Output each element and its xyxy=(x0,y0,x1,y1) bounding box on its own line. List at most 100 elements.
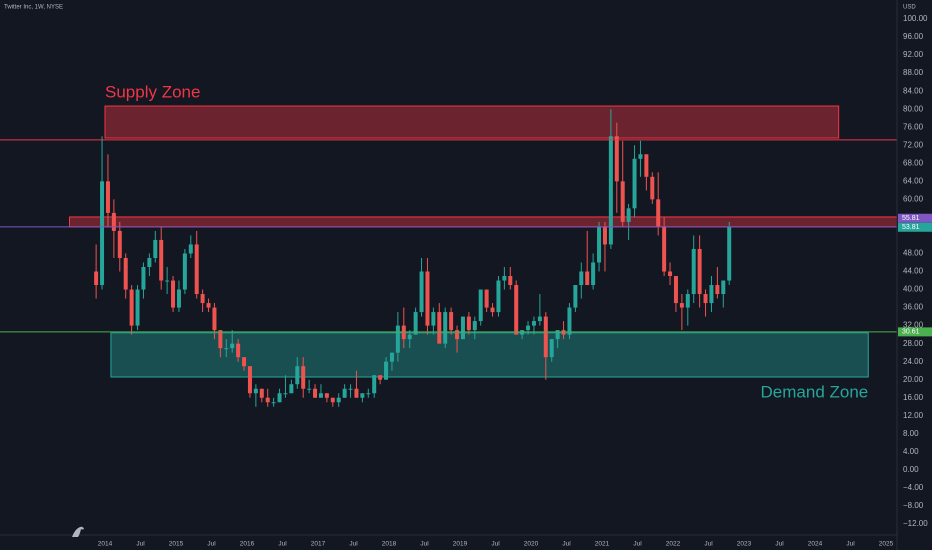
candle-body xyxy=(526,325,531,331)
y-tick-label: 88.00 xyxy=(903,68,924,77)
y-tick-label: 0.00 xyxy=(903,465,919,474)
y-tick-label: 48.00 xyxy=(903,249,924,258)
x-tick-label: Jul xyxy=(420,541,429,548)
y-tick-label: 24.00 xyxy=(903,357,924,366)
candle-body xyxy=(691,248,696,295)
candle-body xyxy=(721,280,726,295)
candle-body xyxy=(295,366,300,385)
x-tick-label: 2021 xyxy=(595,541,610,548)
y-tick-label: −12.00 xyxy=(903,519,928,528)
candle-body xyxy=(644,154,649,177)
candle-body xyxy=(342,388,347,398)
candle-body xyxy=(384,361,389,380)
y-tick-label: 36.00 xyxy=(903,303,924,312)
y-tick-label: 80.00 xyxy=(903,104,924,113)
y-tick-label: 44.00 xyxy=(903,267,924,276)
candle-body xyxy=(650,176,655,200)
candle-body xyxy=(597,226,602,263)
candle-body xyxy=(656,199,661,227)
candle-body xyxy=(301,366,306,389)
candle-body xyxy=(455,330,460,340)
x-tick-label: Jul xyxy=(846,541,855,548)
candle-body xyxy=(230,343,235,349)
zones: Supply Zone Demand Zone xyxy=(69,83,898,401)
x-tick-label: Jul xyxy=(278,541,287,548)
candle-body xyxy=(514,285,519,335)
candle-body xyxy=(236,343,241,358)
candle-body xyxy=(567,307,572,335)
candle-body xyxy=(472,321,477,331)
x-tick-label: 2025 xyxy=(879,541,894,548)
candle-body xyxy=(449,312,454,331)
candle-body xyxy=(425,271,430,326)
candle-body xyxy=(727,226,732,281)
candle-body xyxy=(443,312,448,344)
candle-body xyxy=(715,285,720,295)
candle-body xyxy=(330,397,335,403)
axes: −12.00 −8.00 −4.00 0.00 4.00 8.00 12.00 16.00 20… xyxy=(98,14,932,548)
candle-body xyxy=(188,244,193,254)
candle-body xyxy=(224,348,229,350)
candle-body xyxy=(94,271,99,286)
x-tick-label: 2024 xyxy=(808,541,823,548)
candle-body xyxy=(496,280,501,313)
price-badge xyxy=(898,222,932,232)
candle-body xyxy=(703,294,708,304)
candle-body xyxy=(407,334,412,340)
y-tick-label: 4.00 xyxy=(903,447,919,456)
candle-body xyxy=(585,271,590,286)
symbol-title: Twitter Inc, 1W, NYSE xyxy=(4,5,63,11)
y-tick-label: 68.00 xyxy=(903,158,924,167)
candle-body xyxy=(171,280,176,308)
candle-body xyxy=(348,388,353,390)
y-tick-label: 40.00 xyxy=(903,285,924,294)
candle-body xyxy=(242,357,247,367)
candle-body xyxy=(419,271,424,313)
candle-body xyxy=(626,208,631,222)
candle-body xyxy=(591,262,596,286)
candle-body xyxy=(602,226,607,245)
candle-body xyxy=(253,388,258,394)
candle-body xyxy=(502,276,507,281)
candle-body xyxy=(395,325,400,353)
zone xyxy=(110,332,869,378)
y-tick-label: −4.00 xyxy=(903,483,924,492)
x-tick-label: 2015 xyxy=(169,541,184,548)
price-badge xyxy=(898,213,932,223)
candle-body xyxy=(165,280,170,282)
candle-body xyxy=(638,154,643,159)
candle-body xyxy=(668,271,673,277)
candle-body xyxy=(105,181,110,213)
y-tick-label: 84.00 xyxy=(903,86,924,95)
x-tick-label: Jul xyxy=(349,541,358,548)
y-tick-label: 16.00 xyxy=(903,393,924,402)
candle-body xyxy=(673,276,678,304)
y-tick-label: −8.00 xyxy=(903,501,924,510)
x-tick-label: Jul xyxy=(704,541,713,548)
x-tick-label: 2017 xyxy=(311,541,326,548)
y-tick-label: 96.00 xyxy=(903,32,924,41)
logo[interactable] xyxy=(72,526,84,537)
candle-body xyxy=(318,393,323,398)
y-tick-label: 28.00 xyxy=(903,339,924,348)
candle-body xyxy=(135,289,140,326)
price-badge xyxy=(898,327,932,337)
y-tick-label: 12.00 xyxy=(903,411,924,420)
candle-body xyxy=(478,289,483,322)
candle-body xyxy=(200,294,205,304)
candle-body xyxy=(531,321,536,326)
y-tick-label: 20.00 xyxy=(903,375,924,384)
candle-body xyxy=(555,330,560,340)
x-tick-label: Jul xyxy=(633,541,642,548)
candle-body xyxy=(490,307,495,313)
x-tick-label: Jul xyxy=(775,541,784,548)
candle-body xyxy=(212,307,217,331)
y-tick-label: 8.00 xyxy=(903,429,919,438)
levels xyxy=(0,139,897,333)
x-tick-label: Jul xyxy=(136,541,145,548)
price-badge-label: 53.81 xyxy=(902,224,920,231)
zone xyxy=(104,105,840,139)
candle-body xyxy=(141,266,146,290)
y-tick-label: 92.00 xyxy=(903,50,924,59)
